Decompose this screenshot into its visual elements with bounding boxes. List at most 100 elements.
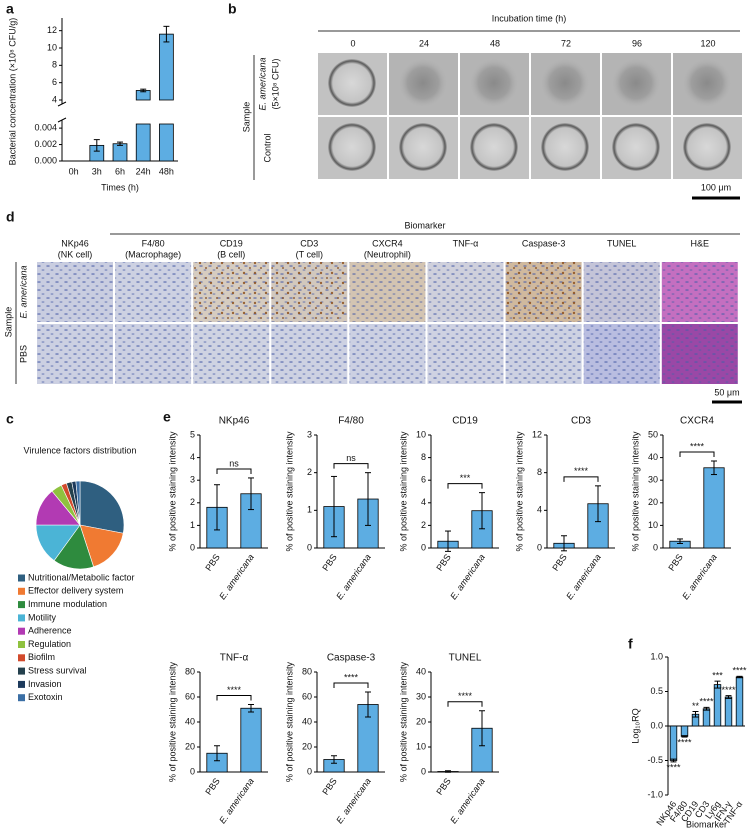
significance-bracket [679,451,715,457]
y-tick-label: 20 [302,741,312,751]
x-tick-label: PBS [666,552,685,572]
y-tick-label: 6 [52,77,57,87]
significance: **** [677,737,692,747]
chart-title: CD3 [571,416,591,427]
significance-bracket [447,701,483,707]
column-label: H&E [691,238,710,248]
x-tick-label: 48h [159,166,174,176]
micrograph-texture [505,324,582,384]
y-tick-label: 0.5 [650,686,663,696]
header: Incubation time (h) [492,13,567,23]
legend-swatch [18,601,25,609]
organoid [468,57,520,109]
y-tick-label: 2 [190,497,195,507]
column-sublabel: (Neutrophil) [364,249,411,259]
micrograph-texture [661,262,738,322]
pie-slice [75,480,81,526]
chart-title: CD19 [452,416,478,427]
organoid [399,123,447,171]
chart-title: Virulence factors distribution [24,445,137,455]
significance-bracket [447,483,483,489]
y-tick-label: 12 [47,25,57,35]
panel-label: d [6,209,15,225]
bar [159,33,174,101]
chart-title: TNF-α [220,653,249,664]
scale-label: 50 μm [714,387,739,397]
y-axis-label: % of positive staining intensity [398,431,408,552]
legend-swatch [18,627,25,635]
legend-label: Immune modulation [28,599,107,609]
time-label: 120 [700,38,715,48]
y-tick-label: -0.5 [647,755,663,765]
panel-label: b [228,1,237,17]
y-tick-label: 5 [190,429,195,439]
scale-label: 100 μm [701,182,731,192]
bar [724,696,733,727]
column-label: CD19 [220,238,243,248]
micrograph-texture [37,262,113,322]
chart-title: NKp46 [219,416,250,427]
legend-swatch [18,574,25,582]
y-tick-label: 20 [648,497,658,507]
significance: **** [732,666,747,676]
x-tick-label: PBS [320,776,339,796]
micrograph-texture [661,324,738,384]
panel-label: f [628,636,633,652]
bar [240,707,262,773]
significance: **** [690,441,705,451]
column-sublabel: (NK cell) [58,249,93,259]
y-tick-label: 40 [648,452,658,462]
x-tick-label: E. americana [564,552,603,601]
x-tick-label: E. americana [448,552,487,601]
organoid [683,123,731,171]
legend-label: Stress survival [28,665,87,675]
x-tick-label: E. americana [334,776,373,825]
y-tick-label: 30 [416,691,426,701]
y-tick-label: 10 [648,520,658,530]
y-axis-label: % of positive staining intensity [284,661,294,782]
x-axis-label: Times (h) [101,182,139,192]
y-tick-label: 60 [302,691,312,701]
stain-texture [505,262,582,322]
y-tick-label: 30 [648,475,658,485]
y-tick-label: 4 [537,505,542,515]
significance: **** [574,466,589,476]
x-tick-label: 24h [136,166,151,176]
row-sublabel: (5×10⁸ CFU) [270,58,280,109]
y-tick-label: 0 [307,766,312,776]
time-label: 96 [632,38,642,48]
y-tick-label: 0 [421,542,426,552]
y-tick-label: 8 [421,452,426,462]
group-label: Sample [241,102,251,133]
bar [112,143,128,162]
y-axis-label: % of positive staining intensity [514,431,524,552]
micrograph-texture [583,324,660,384]
micrograph-texture [583,262,660,322]
significance-bracket [563,476,599,482]
row-label: E. americana [18,265,28,318]
bar [159,123,174,162]
column-label: TNF-α [453,238,479,248]
y-tick-label: 20 [416,716,426,726]
bar [135,123,151,162]
y-tick-label: 4 [190,452,195,462]
column-label: F4/80 [142,238,165,248]
pie-slice [79,524,124,568]
significance: **** [721,685,736,695]
significance: **** [458,691,473,701]
x-tick-label: 6h [115,166,125,176]
significance-bracket [333,463,369,469]
y-tick-label: 40 [416,666,426,676]
panel-label: c [6,411,14,427]
y-tick-label: 80 [185,666,195,676]
micrograph-texture [349,262,426,322]
organoid [328,59,376,107]
y-tick-label: 0 [190,542,195,552]
time-label: 24 [419,38,429,48]
bar [735,676,744,727]
x-axis-label: Biomarker [686,819,727,829]
y-tick-label: 12 [532,429,542,439]
y-axis-label: % of positive staining intensity [167,661,177,782]
y-tick-label: 0.0 [650,720,663,730]
y-tick-label: 0.002 [34,139,57,149]
